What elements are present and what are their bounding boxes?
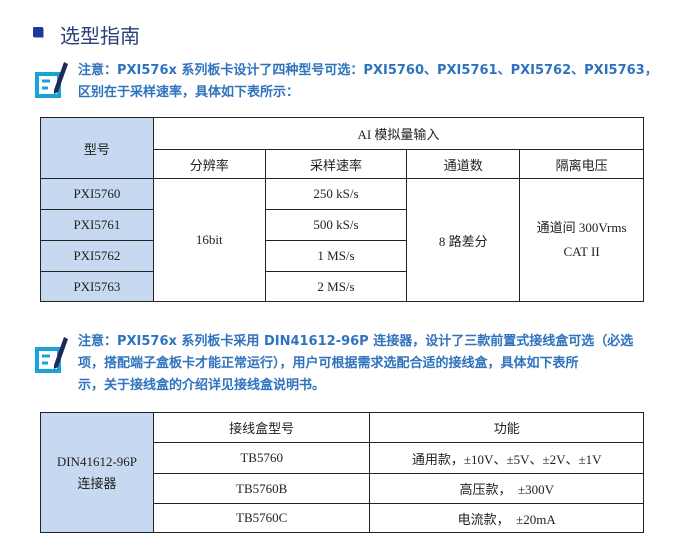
box-model-cell: TB5760C	[152, 503, 371, 533]
section-bullet-icon	[33, 27, 43, 37]
col-header: 隔离电压	[519, 149, 644, 179]
note1-line: 注意：PXI576x 系列板卡设计了四种型号可选：PXI5760、PXI5761…	[78, 63, 658, 78]
function-cell: 高压款， ±300V	[369, 473, 644, 504]
box-model-cell: TB5760	[152, 442, 371, 474]
isolation-cell: 通道间 300Vrms CAT II	[519, 178, 644, 302]
col-header: 功能	[369, 412, 644, 443]
col-header: 接线盒型号	[152, 412, 371, 443]
model-cell: PXI5761	[40, 209, 154, 241]
function-cell: 通用款，±10V、±5V、±2V、±1V	[369, 442, 644, 474]
group-header: AI 模拟量输入	[152, 117, 645, 150]
rate-cell: 1 MS/s	[264, 240, 408, 272]
col-header: 通道数	[406, 149, 521, 179]
model-cell: PXI5763	[40, 271, 154, 302]
model-header: 型号	[40, 117, 154, 179]
col-header: 分辨率	[152, 149, 266, 179]
section-title: 选型指南	[60, 24, 140, 48]
rate-cell: 250 kS/s	[264, 178, 408, 210]
model-cell: PXI5762	[40, 240, 154, 272]
rate-cell: 500 kS/s	[264, 209, 408, 241]
function-cell: 电流款， ±20mA	[369, 503, 644, 533]
connector-line: 连接器	[77, 475, 117, 491]
note2-line: 示，关于接线盒的介绍详见接线盒说明书。	[78, 378, 326, 393]
note2-line: 注意：PXI576x 系列板卡采用 DIN41612-96P 连接器，设计了三款…	[78, 334, 634, 349]
model-cell: PXI5760	[40, 178, 154, 210]
note-pen-icon	[35, 337, 68, 373]
note-pen-icon	[35, 62, 68, 98]
col-header: 采样速率	[264, 149, 408, 179]
note1-line: 区别在于采样速率，具体如下表所示：	[78, 85, 300, 100]
rate-cell: 2 MS/s	[264, 271, 408, 302]
connector-line: DIN41612-96P	[56, 453, 138, 469]
box-model-cell: TB5760B	[152, 473, 371, 504]
connector-cell: DIN41612-96P 连接器	[40, 412, 154, 533]
terminal-box-table: DIN41612-96P 连接器 接线盒型号 功能 TB5760 通用款，±10V、±5…	[40, 412, 644, 533]
note2-line: 项，搭配端子盒板卡才能正常运行），用户可根据需求选配合适的接线盒，具体如下表所	[78, 356, 579, 371]
resolution-cell: 16bit	[152, 178, 266, 302]
channels-cell: 8 路差分	[406, 178, 521, 302]
isolation-line: 通道间 300Vrms	[536, 220, 627, 235]
model-table: 型号 AI 模拟量输入 分辨率 采样速率 通道数 隔离电压 PXI5760 16bit 25…	[40, 117, 645, 302]
isolation-line: CAT II	[563, 244, 600, 259]
